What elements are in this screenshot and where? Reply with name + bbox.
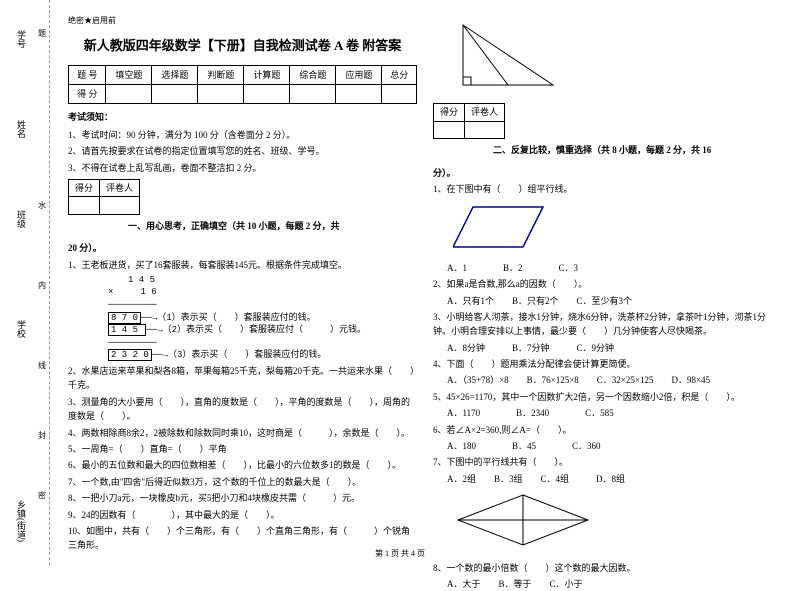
left-column: 绝密★启用前 新人教版四年级数学【下册】自我检测试卷 A 卷 附答案 题 号 填…: [60, 15, 425, 560]
notice-title: 考试须知：: [68, 110, 417, 124]
score-r2[interactable]: [152, 84, 198, 103]
q7: 7、一个数,由"四舍"后得近似数3万，这个数的千位上的数最大是（ ）。: [68, 475, 417, 489]
s2q4-opts: A．（35+78）×8 B．76×125×8 C．32×25×125 D．98×…: [447, 373, 782, 387]
grader-table-2: 得分评卷人: [433, 103, 505, 139]
score-r3[interactable]: [198, 84, 244, 103]
parallelogram-figure: [453, 202, 553, 252]
score-r4[interactable]: [244, 84, 290, 103]
q4: 4、两数相除商8余2，2被除数和除数同时乘10，这时商是（ ），余数是（ ）。: [68, 426, 417, 440]
q1-l1: ─────────: [108, 299, 417, 312]
dash-char-0: 题: [38, 28, 46, 39]
s2q6: 6、若∠A×2=360,则∠A=（ ）。: [433, 423, 782, 437]
grader2-c1: 得分: [434, 104, 465, 121]
rhombus-figure: [453, 490, 593, 550]
score-h7: 总分: [382, 65, 417, 84]
score-r6[interactable]: [336, 84, 382, 103]
margin-label-school: 学校: [15, 320, 28, 338]
notice-1: 1、考试时间：90 分钟，满分为 100 分（含卷面分 2 分）。: [68, 128, 417, 142]
q1-r2l: 1 4 5: [108, 324, 146, 336]
score-r5[interactable]: [290, 84, 336, 103]
score-h4: 计算题: [244, 65, 290, 84]
section1-cont: 20 分）。: [68, 241, 417, 255]
q1-n1: 1 4 5: [128, 274, 417, 287]
notice-list: 1、考试时间：90 分钟，满分为 100 分（含卷面分 2 分）。 2、请首先按…: [68, 128, 417, 175]
grader-c1: 得分: [69, 179, 100, 196]
right-column: 得分评卷人 二、反复比较，慎重选择（共 8 小题，每题 2 分，共 16 分）。…: [425, 15, 790, 560]
grader2-c2: 评卷人: [465, 104, 505, 121]
s2q1: 1、在下图中有（ ）组平行线。: [433, 182, 782, 196]
score-h0: 题 号: [69, 65, 106, 84]
s2q3: 3、小明给客人沏茶，接水1分钟，烧水6分钟，洗茶杯2分钟，拿茶叶1分钟，沏茶1分…: [433, 310, 782, 339]
notice-3: 3、不得在试卷上乱写乱画，卷面不整洁扣 2 分。: [68, 161, 417, 175]
dash-char-1: 水: [38, 200, 46, 211]
score-h5: 综合题: [290, 65, 336, 84]
exam-title: 新人教版四年级数学【下册】自我检测试卷 A 卷 附答案: [68, 36, 417, 57]
q1-r2r: ──→（2）表示买（ ）套服装应付（ ）元钱。: [146, 325, 366, 335]
score-r0: 得 分: [69, 84, 106, 103]
score-r1[interactable]: [106, 84, 152, 103]
q5: 5、一周角=（ ）直角=（ ）平角: [68, 442, 417, 456]
notice-2: 2、请首先按要求在试卷的指定位置填写您的姓名、班级、学号。: [68, 144, 417, 158]
s2q3-opts: A．8分钟 B．7分钟 C．9分钟: [447, 341, 782, 355]
score-h3: 判断题: [198, 65, 244, 84]
s2q8: 8、一个数的最小倍数（ ）这个数的最大因数。: [433, 561, 782, 575]
s2q2: 2、如果a是合数,那么a的因数（ ）。: [433, 277, 782, 291]
s2q4: 4、下面（ ）题用乘法分配律会使计算更简便。: [433, 357, 782, 371]
q3: 3、测量角的大小要用（ ），直角的度数是（ ），平角的度数是（ ），周角的度数是…: [68, 395, 417, 424]
score-h2: 选择题: [152, 65, 198, 84]
s2q6-opts: A．180 B．45 C．360: [447, 439, 782, 453]
q1-text: 1、王老板进货，买了16套服装，每套服装145元。根据条件完成填空。: [68, 258, 417, 272]
page-footer: 第 1 页 共 4 页: [0, 548, 800, 559]
grader-table-1: 得分评卷人: [68, 179, 140, 215]
dash-char-4: 封: [38, 430, 46, 441]
s2q5: 5、45×26=1170，其中一个因数扩大2倍，另一个因数缩小2倍，积是（ ）。: [433, 390, 782, 404]
q6: 6、最小的五位数和最大的四位数相差（ ），比最小的六位数多1的数是（ ）。: [68, 458, 417, 472]
s2q1-opts: A．1 B．2 C．3: [447, 261, 782, 275]
margin-label-id: 学号: [15, 30, 28, 48]
dash-char-5: 密: [38, 490, 46, 501]
dash-char-3: 线: [38, 360, 46, 371]
score-table: 题 号 填空题 选择题 判断题 计算题 综合题 应用题 总分 得 分: [68, 65, 417, 105]
s2q7-opts: A．2组 B．3组 C．4组 D．8组: [447, 472, 782, 486]
score-h1: 填空题: [106, 65, 152, 84]
q9: 9、24的因数有（ ），其中最大的是（ ）。: [68, 508, 417, 522]
section1-title: 一、用心思考，正确填空（共 10 小题，每题 2 分，共: [128, 221, 340, 231]
s2q7: 7、下图中的平行线共有（ ）。: [433, 455, 782, 469]
score-r7[interactable]: [382, 84, 417, 103]
binding-margin: 学号 姓名 班级 学校 乡镇(街道) 题 水 内 线 封 密: [0, 0, 50, 565]
dash-char-2: 内: [38, 280, 46, 291]
score-h6: 应用题: [336, 65, 382, 84]
margin-label-class: 班级: [15, 210, 28, 228]
s2q8-opts: A．大于 B．等于 C．小于: [447, 577, 782, 591]
q1-n2: × 1 6: [108, 286, 417, 299]
margin-label-town: 乡镇(街道): [15, 500, 28, 542]
q1-r1l: 8 7 0: [108, 312, 141, 324]
triangle-figure: [453, 15, 563, 95]
q1-calc: 1 4 5 × 1 6 ───────── 8 7 0──→（1）表示买（ ）套…: [108, 274, 417, 362]
s2q5-opts: A．1170 B．2340 C．585: [447, 406, 782, 420]
q1-r3r: ──→（3）表示买（ ）套服装应付的钱。: [152, 350, 327, 360]
section2-cont: 分）。: [433, 166, 782, 180]
q8: 8、一把小刀a元，一块橡皮b元，买5把小刀和4块橡皮共需（ ）元。: [68, 491, 417, 505]
q1-r1r: ──→（1）表示买（ ）套服装应付的钱。: [141, 313, 316, 323]
margin-label-name: 姓名: [15, 120, 28, 138]
q1-l2: ─────────: [108, 337, 417, 350]
q2: 2、水果店运来苹果和梨各8箱，苹果每箱25千克，梨每箱20千克。一共运来水果（ …: [68, 364, 417, 393]
q1-r3l: 2 3 2 0: [108, 349, 152, 361]
content-area: 绝密★启用前 新人教版四年级数学【下册】自我检测试卷 A 卷 附答案 题 号 填…: [50, 0, 800, 565]
s2q2-opts: A．只有1个 B．只有2个 C．至少有3个: [447, 294, 782, 308]
grader-c2: 评卷人: [100, 179, 140, 196]
section2-title: 二、反复比较，慎重选择（共 8 小题，每题 2 分，共 16: [493, 145, 711, 155]
secret-label: 绝密★启用前: [68, 15, 417, 28]
